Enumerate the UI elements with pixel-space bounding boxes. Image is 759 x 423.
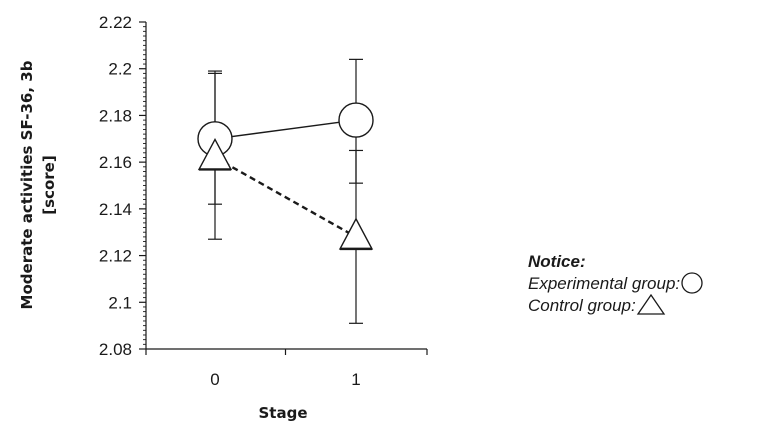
triangle-icon	[636, 294, 665, 315]
y-tick-label: 2.12	[99, 247, 132, 266]
series-lines	[214, 119, 357, 238]
y-tick-label: 2.14	[99, 200, 132, 219]
axis-labels: 2.08 2.1 2.12 2.14 2.16 2.18 2.2 2.22 0 1 Stage Mod…	[18, 13, 361, 422]
x-tick-label: 0	[210, 370, 219, 389]
y-tick-label: 2.08	[99, 340, 132, 359]
y-tick-label: 2.2	[108, 60, 132, 79]
y-tick-label: 2.1	[108, 293, 132, 312]
axes	[139, 21, 428, 355]
error-bars	[208, 58, 363, 324]
x-tick-label: 1	[351, 370, 360, 389]
y-tick-label: 2.18	[99, 106, 132, 125]
legend-label-experimental: Experimental group:	[528, 273, 681, 293]
y-axis-title-line: Moderate activities SF-36, 3b	[18, 60, 36, 309]
legend-label-control: Control group:	[528, 295, 636, 315]
y-axis-title: Moderate activities SF-36, 3b [score]	[18, 60, 58, 309]
y-tick-label: 2.22	[99, 13, 132, 32]
series-line-experimental	[214, 119, 357, 140]
series-line-control	[214, 156, 357, 238]
circle-icon	[681, 272, 703, 294]
y-axis-title-line: [score]	[40, 155, 58, 214]
notice-title: Notice:	[528, 252, 586, 271]
legend-entry-experimental: Experimental group:	[528, 272, 704, 294]
marker-triangle	[338, 217, 374, 250]
marker-circle	[338, 102, 374, 138]
x-axis-title: Stage	[258, 404, 307, 422]
series-markers	[197, 102, 374, 251]
y-tick-label: 2.16	[99, 153, 132, 172]
legend-notice: Notice: Experimental group: Control grou…	[528, 251, 704, 316]
legend-entry-control: Control group:	[528, 294, 704, 316]
